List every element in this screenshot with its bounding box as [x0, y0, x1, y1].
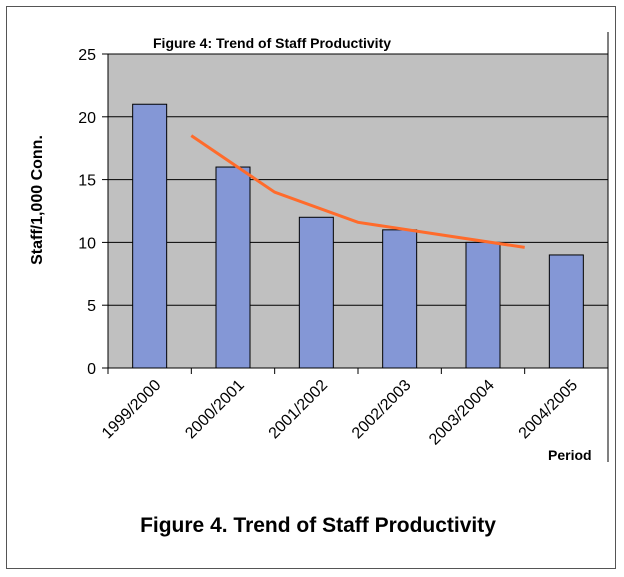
x-tick-label: 2002/2003 — [349, 377, 415, 443]
x-tick-label: 2001/2002 — [266, 377, 332, 443]
x-tick-labels: 1999/2000 2000/2001 2001/2002 2002/2003 2003… — [99, 368, 609, 449]
bar-series — [132, 103, 584, 369]
y-tick-label: 15 — [78, 173, 96, 190]
bar — [298, 216, 334, 369]
y-tick-label: 5 — [87, 298, 96, 315]
trend-line — [190, 134, 525, 249]
y-tick-label: 0 — [87, 361, 96, 378]
bar — [215, 166, 251, 369]
x-tick-label: 2003/20004 — [426, 377, 498, 449]
y-tick-label: 20 — [78, 110, 96, 127]
x-axis-label: Period — [548, 447, 592, 463]
x-tick-label: 2000/2001 — [182, 377, 248, 443]
bar — [548, 254, 584, 369]
x-tick-label: 2004/2005 — [516, 377, 582, 443]
y-axis-label: Staff/1,000 Conn. — [29, 135, 46, 265]
plot-area — [108, 54, 608, 368]
bar — [382, 229, 418, 369]
bar — [132, 103, 168, 369]
chart-frame — [6, 6, 616, 569]
figure-caption: Figure 4. Trend of Staff Productivity — [140, 514, 496, 537]
y-tick-label: 10 — [78, 235, 96, 252]
gridlines — [108, 53, 608, 306]
bar — [465, 241, 501, 369]
y-tick-label: 25 — [78, 47, 96, 64]
chart-title: Figure 4: Trend of Staff Productivity — [153, 35, 391, 51]
y-tick-labels: 0 5 10 15 20 25 — [78, 47, 108, 378]
x-tick-label: 1999/2000 — [99, 377, 165, 443]
